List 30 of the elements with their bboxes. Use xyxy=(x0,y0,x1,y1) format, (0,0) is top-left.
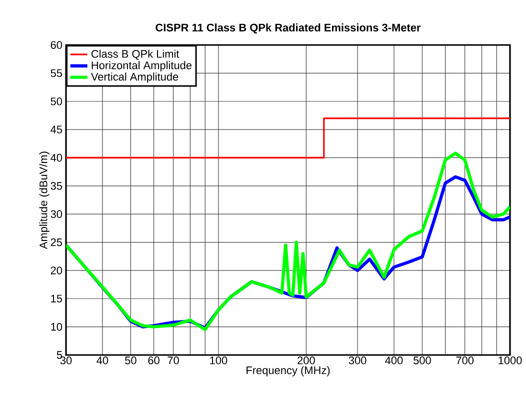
y-tick-label: 60 xyxy=(50,41,62,49)
y-tick-label: 25 xyxy=(50,238,62,246)
x-axis-title: Frequency (MHz) xyxy=(246,366,330,376)
legend-label: Horizontal Amplitude xyxy=(92,61,192,72)
y-tick-label: 40 xyxy=(50,154,62,162)
x-tick-label: 200 xyxy=(298,356,315,364)
y-axis-title: Amplitude (dBuV/m) xyxy=(39,152,50,250)
x-tick-label: 30 xyxy=(60,356,72,364)
x-tick-label: 50 xyxy=(125,356,136,364)
x-tick-label: 300 xyxy=(348,356,366,364)
y-tick-label: 45 xyxy=(50,126,62,134)
legend-label: Vertical Amplitude xyxy=(90,72,178,83)
y-tick-label: 30 xyxy=(50,210,62,218)
chart-title: CISPR 11 Class B QPk Radiated Emissions 3-Meter xyxy=(156,23,421,34)
y-tick-label: 50 xyxy=(50,98,62,106)
x-tick-label: 1000 xyxy=(498,356,522,364)
y-tick-label: 20 xyxy=(50,266,62,274)
legend-label: Class B QPk Limit xyxy=(91,50,180,60)
y-tick-label: 55 xyxy=(50,69,62,78)
x-tick-label: 100 xyxy=(210,356,228,364)
y-tick-label: 10 xyxy=(51,322,62,331)
x-tick-label: 40 xyxy=(96,356,108,364)
y-tick-label: 15 xyxy=(51,294,62,302)
x-tick-label: 700 xyxy=(456,356,474,364)
y-tick-label: 35 xyxy=(50,182,62,190)
x-tick-label: 500 xyxy=(414,356,431,364)
x-tick-label: 400 xyxy=(385,356,403,364)
y-tick-label: 5 xyxy=(56,351,62,359)
x-tick-label: 70 xyxy=(168,356,179,364)
x-tick-label: 60 xyxy=(148,356,160,364)
